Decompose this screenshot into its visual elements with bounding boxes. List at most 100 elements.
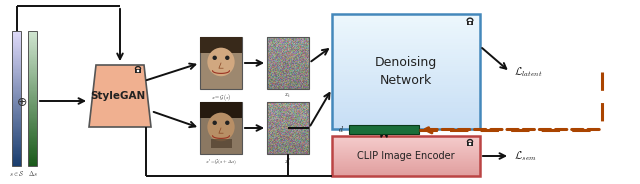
Bar xyxy=(12,144,21,146)
Bar xyxy=(267,102,309,154)
Bar xyxy=(332,92,480,95)
Bar xyxy=(332,127,480,129)
Text: $\mathcal{L}_{sem}$: $\mathcal{L}_{sem}$ xyxy=(514,149,537,163)
Bar xyxy=(12,122,21,123)
Bar xyxy=(332,105,480,108)
Bar xyxy=(12,143,21,145)
Bar xyxy=(12,146,21,148)
Bar xyxy=(332,158,480,159)
Bar xyxy=(332,36,480,39)
Bar xyxy=(332,160,480,161)
Text: $\oplus$: $\oplus$ xyxy=(17,95,28,109)
Bar xyxy=(332,147,480,148)
Bar xyxy=(12,73,21,75)
Bar xyxy=(332,61,480,64)
Bar xyxy=(28,131,37,132)
Bar xyxy=(332,163,480,164)
Bar xyxy=(332,149,480,151)
Bar xyxy=(28,135,37,137)
Bar xyxy=(332,42,480,45)
Bar xyxy=(28,161,37,163)
Bar xyxy=(332,146,480,147)
Bar xyxy=(28,64,37,66)
FancyBboxPatch shape xyxy=(135,69,141,73)
Bar xyxy=(28,57,37,59)
Bar xyxy=(332,162,480,163)
Bar xyxy=(332,65,480,68)
Bar xyxy=(28,82,37,84)
Bar xyxy=(28,92,37,94)
Polygon shape xyxy=(211,139,232,148)
Bar xyxy=(12,70,21,72)
Bar xyxy=(332,111,480,114)
Bar xyxy=(28,134,37,136)
Bar xyxy=(332,63,480,66)
Bar xyxy=(28,117,37,119)
Bar xyxy=(12,96,21,97)
Bar xyxy=(28,115,37,116)
FancyBboxPatch shape xyxy=(467,142,473,146)
Bar xyxy=(28,151,37,153)
Bar xyxy=(28,140,37,141)
Bar xyxy=(332,88,480,91)
Bar xyxy=(332,168,480,169)
Bar xyxy=(12,134,21,136)
Bar xyxy=(332,140,480,141)
Bar xyxy=(12,164,21,166)
Bar xyxy=(28,49,37,50)
Bar xyxy=(332,171,480,172)
Bar xyxy=(28,56,37,58)
Bar xyxy=(332,27,480,29)
Bar xyxy=(12,66,21,68)
Bar xyxy=(332,77,480,79)
Bar xyxy=(332,82,480,85)
Bar xyxy=(28,102,37,104)
Bar xyxy=(28,88,37,89)
Bar xyxy=(28,89,37,91)
Bar xyxy=(12,155,21,157)
Ellipse shape xyxy=(207,113,235,141)
Bar xyxy=(28,44,37,46)
Bar xyxy=(12,114,21,115)
Bar xyxy=(332,167,480,168)
Bar xyxy=(12,140,21,141)
Circle shape xyxy=(213,56,216,59)
Bar xyxy=(332,145,480,146)
Bar xyxy=(12,162,21,164)
Bar xyxy=(12,90,21,92)
Bar xyxy=(28,74,37,76)
Bar xyxy=(12,40,21,41)
Bar xyxy=(28,59,37,60)
Bar xyxy=(332,67,480,70)
Bar xyxy=(12,112,21,113)
Bar xyxy=(12,62,21,64)
Bar xyxy=(332,23,480,26)
Bar xyxy=(28,81,37,83)
Bar xyxy=(12,71,21,73)
Bar xyxy=(12,72,21,74)
Bar xyxy=(332,160,480,161)
Bar xyxy=(332,165,480,167)
Bar xyxy=(332,151,480,153)
Bar xyxy=(332,149,480,150)
Bar xyxy=(12,82,21,84)
Bar xyxy=(28,123,37,124)
Bar xyxy=(12,99,21,101)
Bar xyxy=(12,69,21,70)
Bar xyxy=(12,145,21,147)
Bar xyxy=(12,86,21,87)
Bar xyxy=(12,56,21,58)
Bar xyxy=(332,136,480,176)
Bar xyxy=(332,54,480,56)
Bar xyxy=(12,124,21,125)
Bar xyxy=(12,102,21,104)
Bar xyxy=(28,50,37,51)
Bar xyxy=(200,37,242,53)
Bar xyxy=(12,121,21,122)
Bar xyxy=(28,75,37,77)
Bar xyxy=(28,133,37,135)
Bar xyxy=(28,141,37,142)
Bar xyxy=(12,63,21,65)
Bar xyxy=(28,148,37,149)
Bar xyxy=(28,109,37,111)
